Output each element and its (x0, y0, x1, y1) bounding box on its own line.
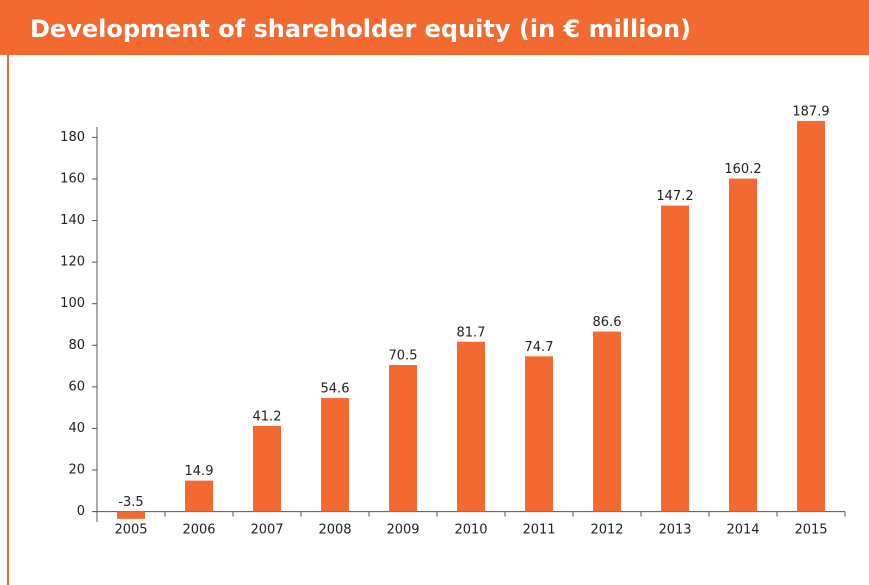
data-label: 187.9 (792, 104, 829, 119)
y-tick-label: 120 (60, 255, 85, 270)
bar (389, 365, 417, 512)
chart-title: Development of shareholder equity (in € … (30, 15, 691, 43)
y-tick-label: 0 (77, 504, 85, 519)
x-tick-label: 2010 (454, 523, 487, 538)
bar (457, 341, 485, 512)
bar (185, 480, 213, 512)
bar (661, 205, 689, 512)
x-tick-label: 2007 (250, 523, 283, 538)
x-tick-label: 2008 (318, 523, 351, 538)
x-tick-label: 2011 (522, 523, 555, 538)
data-label: 86.6 (593, 315, 622, 330)
data-label: -3.5 (118, 495, 143, 510)
x-tick-label: 2012 (590, 523, 623, 538)
data-label: 81.7 (457, 325, 486, 340)
y-tick-label: 160 (60, 171, 85, 186)
x-tick-label: 2005 (114, 523, 147, 538)
x-tick-label: 2015 (794, 523, 827, 538)
y-tick-label: 140 (60, 213, 85, 228)
bar (525, 356, 553, 512)
data-label: 70.5 (389, 349, 418, 364)
x-tick-label: 2014 (726, 523, 759, 538)
y-tick-label: 60 (68, 379, 85, 394)
y-tick-label: 100 (60, 296, 85, 311)
header-bar (0, 0, 869, 55)
left-border (7, 55, 9, 585)
bar (117, 511, 145, 519)
data-label: 74.7 (525, 340, 554, 355)
y-tick-label: 180 (60, 130, 85, 145)
data-label: 41.2 (253, 409, 282, 424)
data-label: 160.2 (724, 162, 761, 177)
x-tick-label: 2009 (386, 523, 419, 538)
y-tick-label: 40 (68, 421, 85, 436)
x-tick-label: 2013 (658, 523, 691, 538)
x-tick-label: 2006 (182, 523, 215, 538)
bar (593, 331, 621, 512)
data-label: 54.6 (321, 382, 350, 397)
bar (729, 178, 757, 512)
y-tick-label: 80 (68, 338, 85, 353)
bar (797, 120, 825, 512)
data-label: 14.9 (185, 464, 214, 479)
bar (321, 398, 349, 512)
y-tick-label: 20 (68, 463, 85, 478)
data-label: 147.2 (656, 189, 693, 204)
bar (253, 425, 281, 512)
